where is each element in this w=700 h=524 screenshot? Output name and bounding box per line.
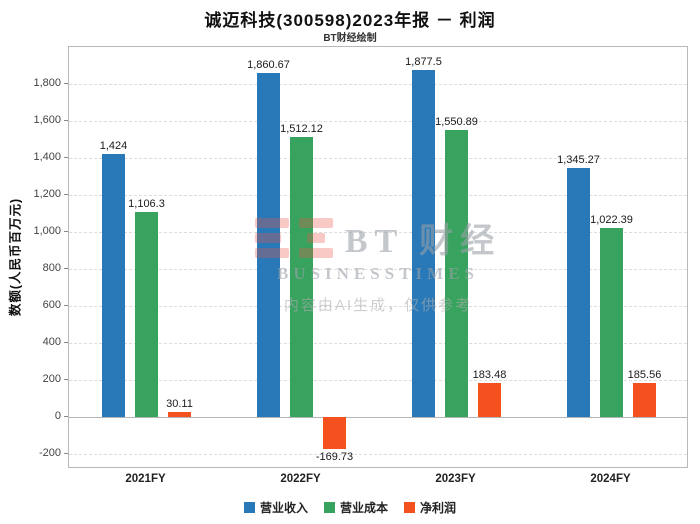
value-label: 1,550.89: [435, 116, 478, 129]
y-tick-mark: [64, 416, 68, 418]
legend-swatch: [323, 502, 335, 513]
y-tick-mark: [64, 120, 68, 122]
value-label: 1,424: [99, 139, 128, 152]
gridline: [69, 232, 687, 234]
y-tick-mark: [64, 83, 68, 85]
value-label: -169.73: [315, 450, 354, 463]
gridline: [69, 121, 687, 123]
y-tick-label: 600: [42, 299, 61, 312]
legend-item: 营业收入: [243, 499, 308, 516]
gridline: [69, 343, 687, 345]
gridline: [69, 84, 687, 86]
y-tick-label: 1,400: [33, 151, 61, 164]
y-tick-label: 1,600: [33, 114, 61, 127]
y-tick-label: 800: [42, 262, 61, 275]
bar: [135, 212, 158, 418]
bar: [168, 411, 191, 418]
value-label: 1,877.5: [405, 55, 442, 68]
y-tick-mark: [64, 268, 68, 270]
bar: [257, 72, 280, 418]
y-tick-mark: [64, 231, 68, 233]
value-label: 183.48: [472, 369, 507, 382]
value-label: 1,022.39: [590, 213, 633, 226]
chart-subtitle: BT财经绘制: [323, 33, 377, 44]
x-tick-label: 2022FY: [280, 473, 321, 485]
y-tick-mark: [64, 194, 68, 196]
y-tick-label: -200: [38, 447, 61, 460]
legend-label: 营业成本: [339, 501, 388, 515]
legend: 营业收入 营业成本 净利润: [0, 499, 700, 516]
bar: [633, 382, 656, 418]
gridline: [69, 158, 687, 160]
legend-label: 净利润: [420, 501, 457, 515]
y-tick-mark: [64, 305, 68, 307]
gridline: [69, 306, 687, 308]
legend-label: 营业收入: [259, 501, 308, 515]
chart-title: 诚迈科技(300598)2023年报 － 利润: [204, 11, 496, 30]
value-label: 185.56: [627, 368, 662, 381]
x-tick-label: 2023FY: [435, 473, 476, 485]
x-tick-label: 2021FY: [125, 473, 166, 485]
y-tick-label: 400: [42, 336, 61, 349]
bar: [445, 130, 468, 418]
bar: [412, 69, 435, 418]
y-tick-label: 0: [54, 410, 61, 423]
gridline: [69, 269, 687, 271]
bar: [478, 383, 501, 418]
legend-item: 净利润: [404, 499, 456, 516]
y-tick-mark: [64, 157, 68, 159]
legend-item: 营业成本: [323, 499, 388, 516]
gridline: [69, 380, 687, 382]
watermark: BT 财经 BUSINESSTIMES 内容由AI生成，仅供参考: [69, 213, 687, 315]
bar: [290, 137, 313, 418]
bar: [600, 227, 623, 418]
value-label: 1,860.67: [247, 58, 290, 71]
plot-area: BT 财经 BUSINESSTIMES 内容由AI生成，仅供参考 1,424 1,…: [68, 46, 688, 468]
bar: [102, 153, 125, 418]
y-tick-label: 200: [42, 373, 61, 386]
y-tick-mark: [64, 453, 68, 455]
value-label: 1,345.27: [557, 154, 600, 167]
value-label: 30.11: [166, 397, 193, 410]
y-tick-mark: [64, 342, 68, 344]
bar: [567, 168, 590, 418]
legend-swatch: [243, 502, 255, 513]
value-label: 1,106.3: [128, 198, 165, 211]
legend-swatch: [404, 502, 415, 513]
y-tick-label: 1,000: [33, 225, 61, 238]
bar: [323, 417, 346, 449]
gridline: [69, 417, 687, 419]
gridline: [69, 195, 687, 197]
y-tick-mark: [64, 379, 68, 381]
y-tick-label: 1,800: [33, 77, 61, 90]
y-tick-label: 1,200: [33, 188, 61, 201]
gridline: [69, 454, 687, 456]
x-tick-label: 2024FY: [590, 473, 631, 485]
value-label: 1,512.12: [280, 123, 323, 136]
